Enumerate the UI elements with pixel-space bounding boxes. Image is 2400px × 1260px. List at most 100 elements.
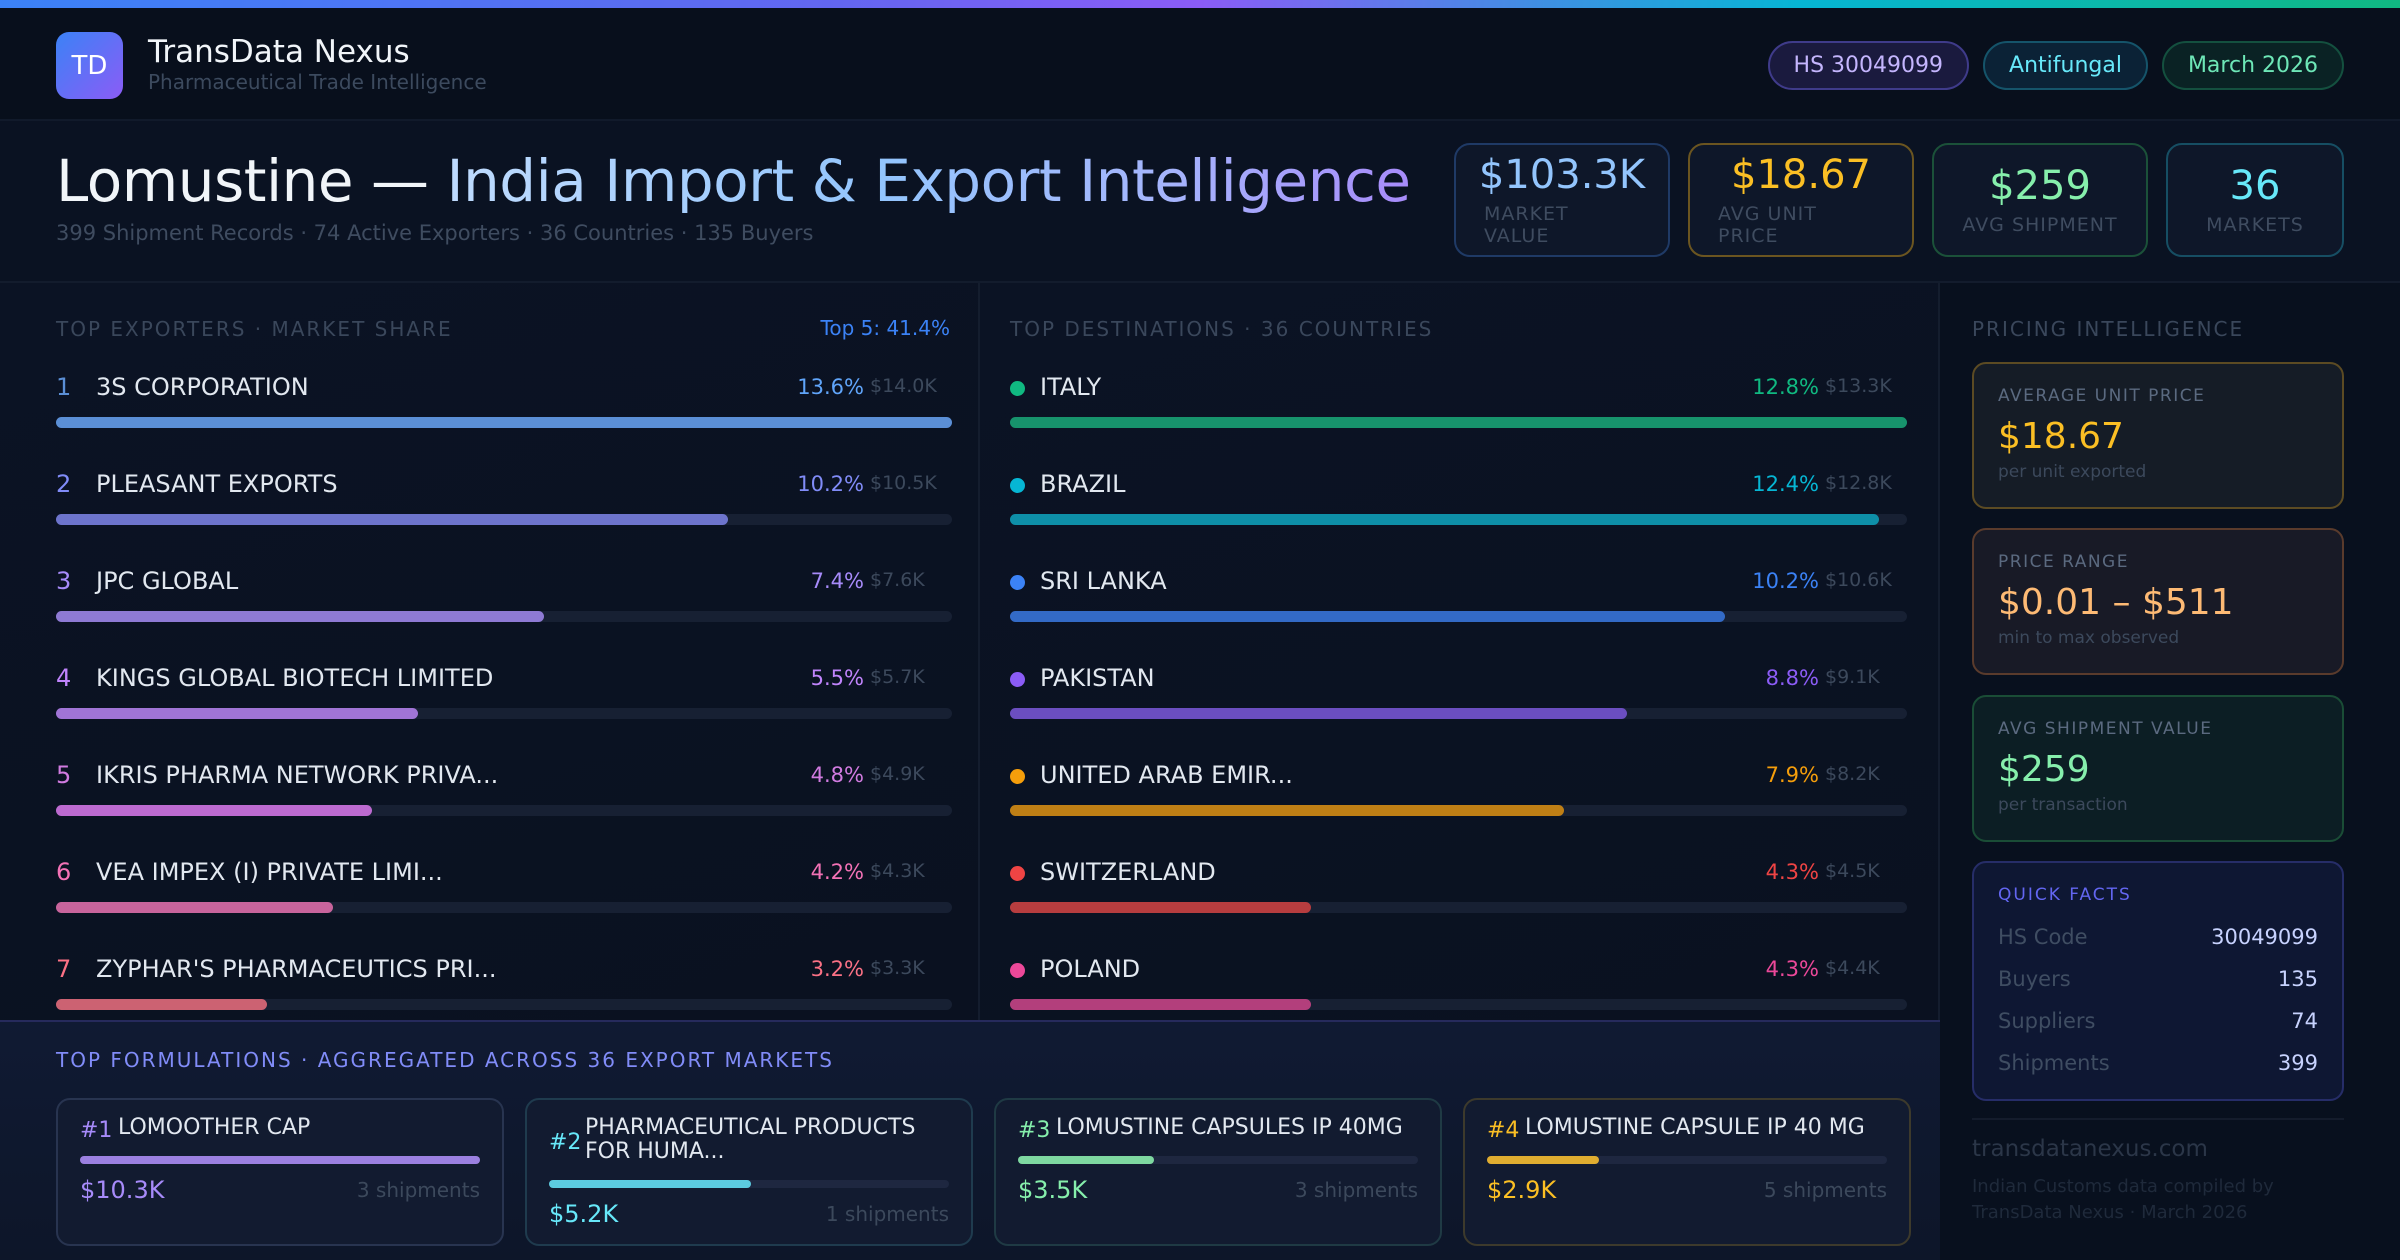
destination-share-fill [1010, 708, 1627, 719]
formulation-card[interactable]: #1 LOMOOTHER CAP $10.3K 3 shipments [56, 1098, 504, 1246]
brand-tagline: Pharmaceutical Trade Intelligence [148, 70, 487, 94]
brand-name: TransData Nexus [148, 34, 410, 70]
formulation-share-bar [549, 1180, 949, 1188]
destination-row[interactable]: SWITZERLAND 4.3% $4.5K [1010, 858, 1907, 928]
destination-row[interactable]: BRAZIL 12.4% $12.8K [1010, 470, 1907, 540]
fact-key: HS Code [1998, 925, 2088, 949]
exporter-rank: 5 [56, 761, 72, 789]
formulations-section: TOP FORMULATIONS · AGGREGATED ACROSS 36 … [0, 1020, 1940, 1260]
data-source-note: Indian Customs data compiled by TransDat… [1972, 1176, 2274, 1224]
destination-name: UNITED ARAB EMIR... [1040, 761, 1293, 789]
fact-key: Suppliers [1998, 1009, 2096, 1033]
exporter-share-bar [56, 417, 952, 428]
exporter-row[interactable]: 3 JPC GLOBAL 7.4% $7.6K [56, 567, 952, 637]
kpi-value: 36 [2229, 163, 2281, 209]
top5-share: Top 5: 41.4% [820, 316, 950, 340]
site-link[interactable]: transdatanexus.com [1972, 1136, 2208, 1162]
period-tag[interactable]: March 2026 [2161, 41, 2344, 90]
destination-name: POLAND [1040, 955, 1141, 983]
formulation-card[interactable]: #2 PHARMACEUTICAL PRODUCTS FOR HUMA... $5.… [525, 1098, 973, 1246]
exporter-rank: 2 [56, 470, 72, 498]
exporter-value: $4.9K [870, 763, 925, 785]
exporter-rank: 3 [56, 567, 72, 595]
formulation-rank: #4 [1487, 1118, 1520, 1143]
exporter-share-bar [56, 611, 952, 622]
destination-share-bar [1010, 611, 1907, 622]
formulations-title: TOP FORMULATIONS · AGGREGATED ACROSS 36 … [56, 1048, 834, 1072]
formulation-name: PHARMACEUTICAL PRODUCTS FOR HUMA... [585, 1115, 916, 1165]
formulation-card[interactable]: #3 LOMUSTINE CAPSULES IP 40MG $3.5K 3 shipm… [994, 1098, 1442, 1246]
app-header: TD TransData Nexus Pharmaceutical Trade … [0, 8, 2400, 121]
exporter-share-fill [56, 999, 267, 1010]
hs-code-tag[interactable]: HS 30049099 [1767, 41, 1970, 90]
formulation-name: LOMOOTHER CAP [118, 1115, 311, 1140]
destination-share-fill [1010, 514, 1879, 525]
fact-key: Buyers [1998, 967, 2071, 991]
formulation-shipments: 1 shipments [825, 1202, 949, 1226]
accent-gradient-bar [0, 0, 2400, 8]
destination-share-pct: 12.8% [1752, 375, 1819, 399]
formulation-rank: #2 [549, 1130, 582, 1155]
card-label: AVERAGE UNIT PRICE [1998, 386, 2206, 406]
exporter-share-fill [56, 417, 952, 428]
fact-row-buyers: Buyers 135 [1998, 967, 2318, 1003]
page-subtitle: 399 Shipment Records · 74 Active Exporte… [56, 221, 814, 245]
kpi-label: AVG SHIPMENT [1962, 214, 2118, 236]
destination-color-dot-icon [1010, 769, 1025, 784]
kpi-value: $103.3K [1478, 152, 1646, 198]
card-note: per transaction [1998, 795, 2128, 815]
exporter-row[interactable]: 7 ZYPHAR'S PHARMACEUTICS PRI... 3.2% $3.3K [56, 955, 952, 1025]
brand-logo[interactable]: TD [56, 32, 123, 99]
exporter-rank: 7 [56, 955, 72, 983]
card-value: $0.01 – $511 [1998, 582, 2234, 623]
destination-share-fill [1010, 417, 1907, 428]
kpi-value: $259 [1989, 163, 2091, 209]
destination-value: $10.6K [1825, 569, 1892, 591]
exporter-share-pct: 5.5% [810, 666, 864, 690]
exporter-share-pct: 7.4% [810, 569, 864, 593]
exporter-row[interactable]: 5 IKRIS PHARMA NETWORK PRIVA... 4.8% $4.9K [56, 761, 952, 831]
formulation-name: LOMUSTINE CAPSULES IP 40MG [1056, 1115, 1403, 1140]
destination-name: PAKISTAN [1040, 664, 1155, 692]
destination-row[interactable]: PAKISTAN 8.8% $9.1K [1010, 664, 1907, 734]
exporter-share-pct: 3.2% [810, 957, 864, 981]
formulation-value: $3.5K [1018, 1176, 1088, 1204]
kpi-label: MARKET VALUE [1484, 203, 1569, 247]
destination-share-pct: 10.2% [1752, 569, 1819, 593]
kpi-label: AVG UNIT PRICE [1718, 203, 1817, 247]
formulation-shipments: 3 shipments [1294, 1178, 1418, 1202]
exporter-share-fill [56, 611, 544, 622]
exporter-row[interactable]: 2 PLEASANT EXPORTS 10.2% $10.5K [56, 470, 952, 540]
formulation-name: LOMUSTINE CAPSULE IP 40 MG [1525, 1115, 1865, 1140]
formulation-share-fill [1018, 1156, 1154, 1164]
exporter-share-pct: 4.2% [810, 860, 864, 884]
destination-row[interactable]: SRI LANKA 10.2% $10.6K [1010, 567, 1907, 637]
exporter-row[interactable]: 1 3S CORPORATION 13.6% $14.0K [56, 373, 952, 443]
exporter-share-pct: 4.8% [810, 763, 864, 787]
formulation-value: $2.9K [1487, 1176, 1557, 1204]
category-tag[interactable]: Antifungal [1983, 41, 2148, 90]
destination-share-fill [1010, 611, 1725, 622]
destination-row[interactable]: ITALY 12.8% $13.3K [1010, 373, 1907, 443]
destination-share-bar [1010, 514, 1907, 525]
fact-row-shipments: Shipments 399 [1998, 1051, 2318, 1087]
destination-share-fill [1010, 805, 1564, 816]
avg-unit-price-card: AVERAGE UNIT PRICE $18.67 per unit expor… [1972, 362, 2344, 509]
formulation-share-bar [80, 1156, 480, 1164]
fact-value: 399 [2277, 1051, 2318, 1075]
fact-row-suppliers: Suppliers 74 [1998, 1009, 2318, 1045]
formulation-card[interactable]: #4 LOMUSTINE CAPSULE IP 40 MG $2.9K 5 shipm… [1463, 1098, 1911, 1246]
page-title: Lomustine — India Import & Export Intell… [56, 147, 1411, 215]
exporter-row[interactable]: 4 KINGS GLOBAL BIOTECH LIMITED 5.5% $5.7K [56, 664, 952, 734]
exporter-share-bar [56, 514, 952, 525]
exporter-value: $3.3K [870, 957, 925, 979]
destination-value: $13.3K [1825, 375, 1892, 397]
page-title-drug: Lomustine — [56, 147, 429, 215]
exporter-name: KINGS GLOBAL BIOTECH LIMITED [96, 664, 494, 692]
exporter-value: $4.3K [870, 860, 925, 882]
formulation-share-fill [549, 1180, 751, 1188]
exporter-row[interactable]: 6 VEA IMPEX (I) PRIVATE LIMI... 4.2% $4.3K [56, 858, 952, 928]
destination-row[interactable]: POLAND 4.3% $4.4K [1010, 955, 1907, 1025]
destination-row[interactable]: UNITED ARAB EMIR... 7.9% $8.2K [1010, 761, 1907, 831]
destination-name: SWITZERLAND [1040, 858, 1216, 886]
